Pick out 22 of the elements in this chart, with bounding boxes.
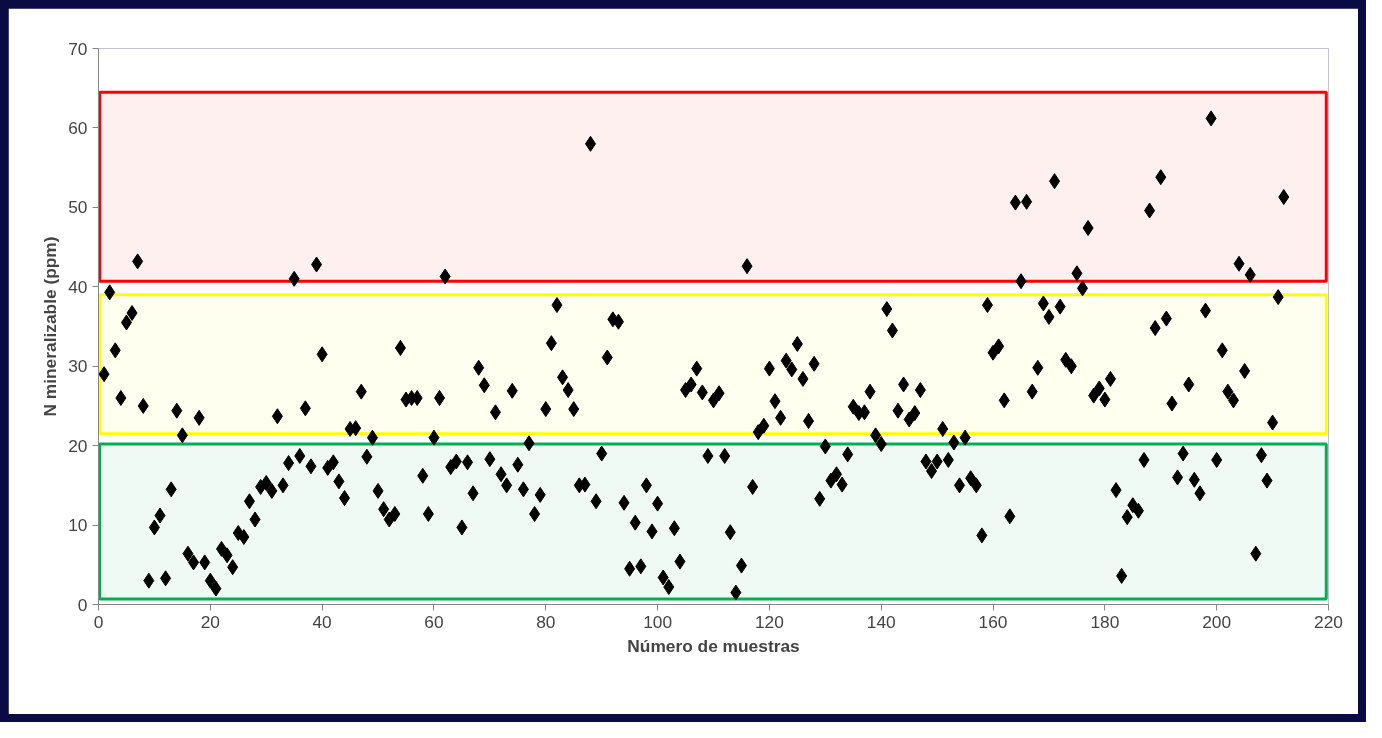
y-tick-label: 20 xyxy=(68,435,88,456)
y-tick-label: 40 xyxy=(68,276,88,297)
x-tick-label: 200 xyxy=(1202,611,1232,632)
y-axis-title: N mineralizable (ppm) xyxy=(40,236,61,417)
y-tick-label: 0 xyxy=(77,594,88,615)
x-tick-label: 0 xyxy=(93,611,104,632)
x-tick-label: 220 xyxy=(1314,611,1343,632)
x-tick-label: 120 xyxy=(754,611,784,632)
x-tick-label: 20 xyxy=(200,611,220,632)
x-axis-title: Número de muestras xyxy=(627,635,800,656)
x-tick-label: 140 xyxy=(866,611,896,632)
x-tick-label: 40 xyxy=(312,611,332,632)
x-tick-label: 60 xyxy=(424,611,444,632)
y-tick-label: 50 xyxy=(68,197,88,218)
y-tick-label: 30 xyxy=(68,356,88,377)
y-tick-label: 10 xyxy=(68,515,88,536)
x-tick-label: 100 xyxy=(643,611,673,632)
y-tick-label: 60 xyxy=(68,117,88,138)
x-tick-label: 180 xyxy=(1090,611,1120,632)
y-tick-label: 70 xyxy=(68,38,88,59)
x-tick-label: 160 xyxy=(978,611,1008,632)
x-tick-label: 80 xyxy=(536,611,556,632)
